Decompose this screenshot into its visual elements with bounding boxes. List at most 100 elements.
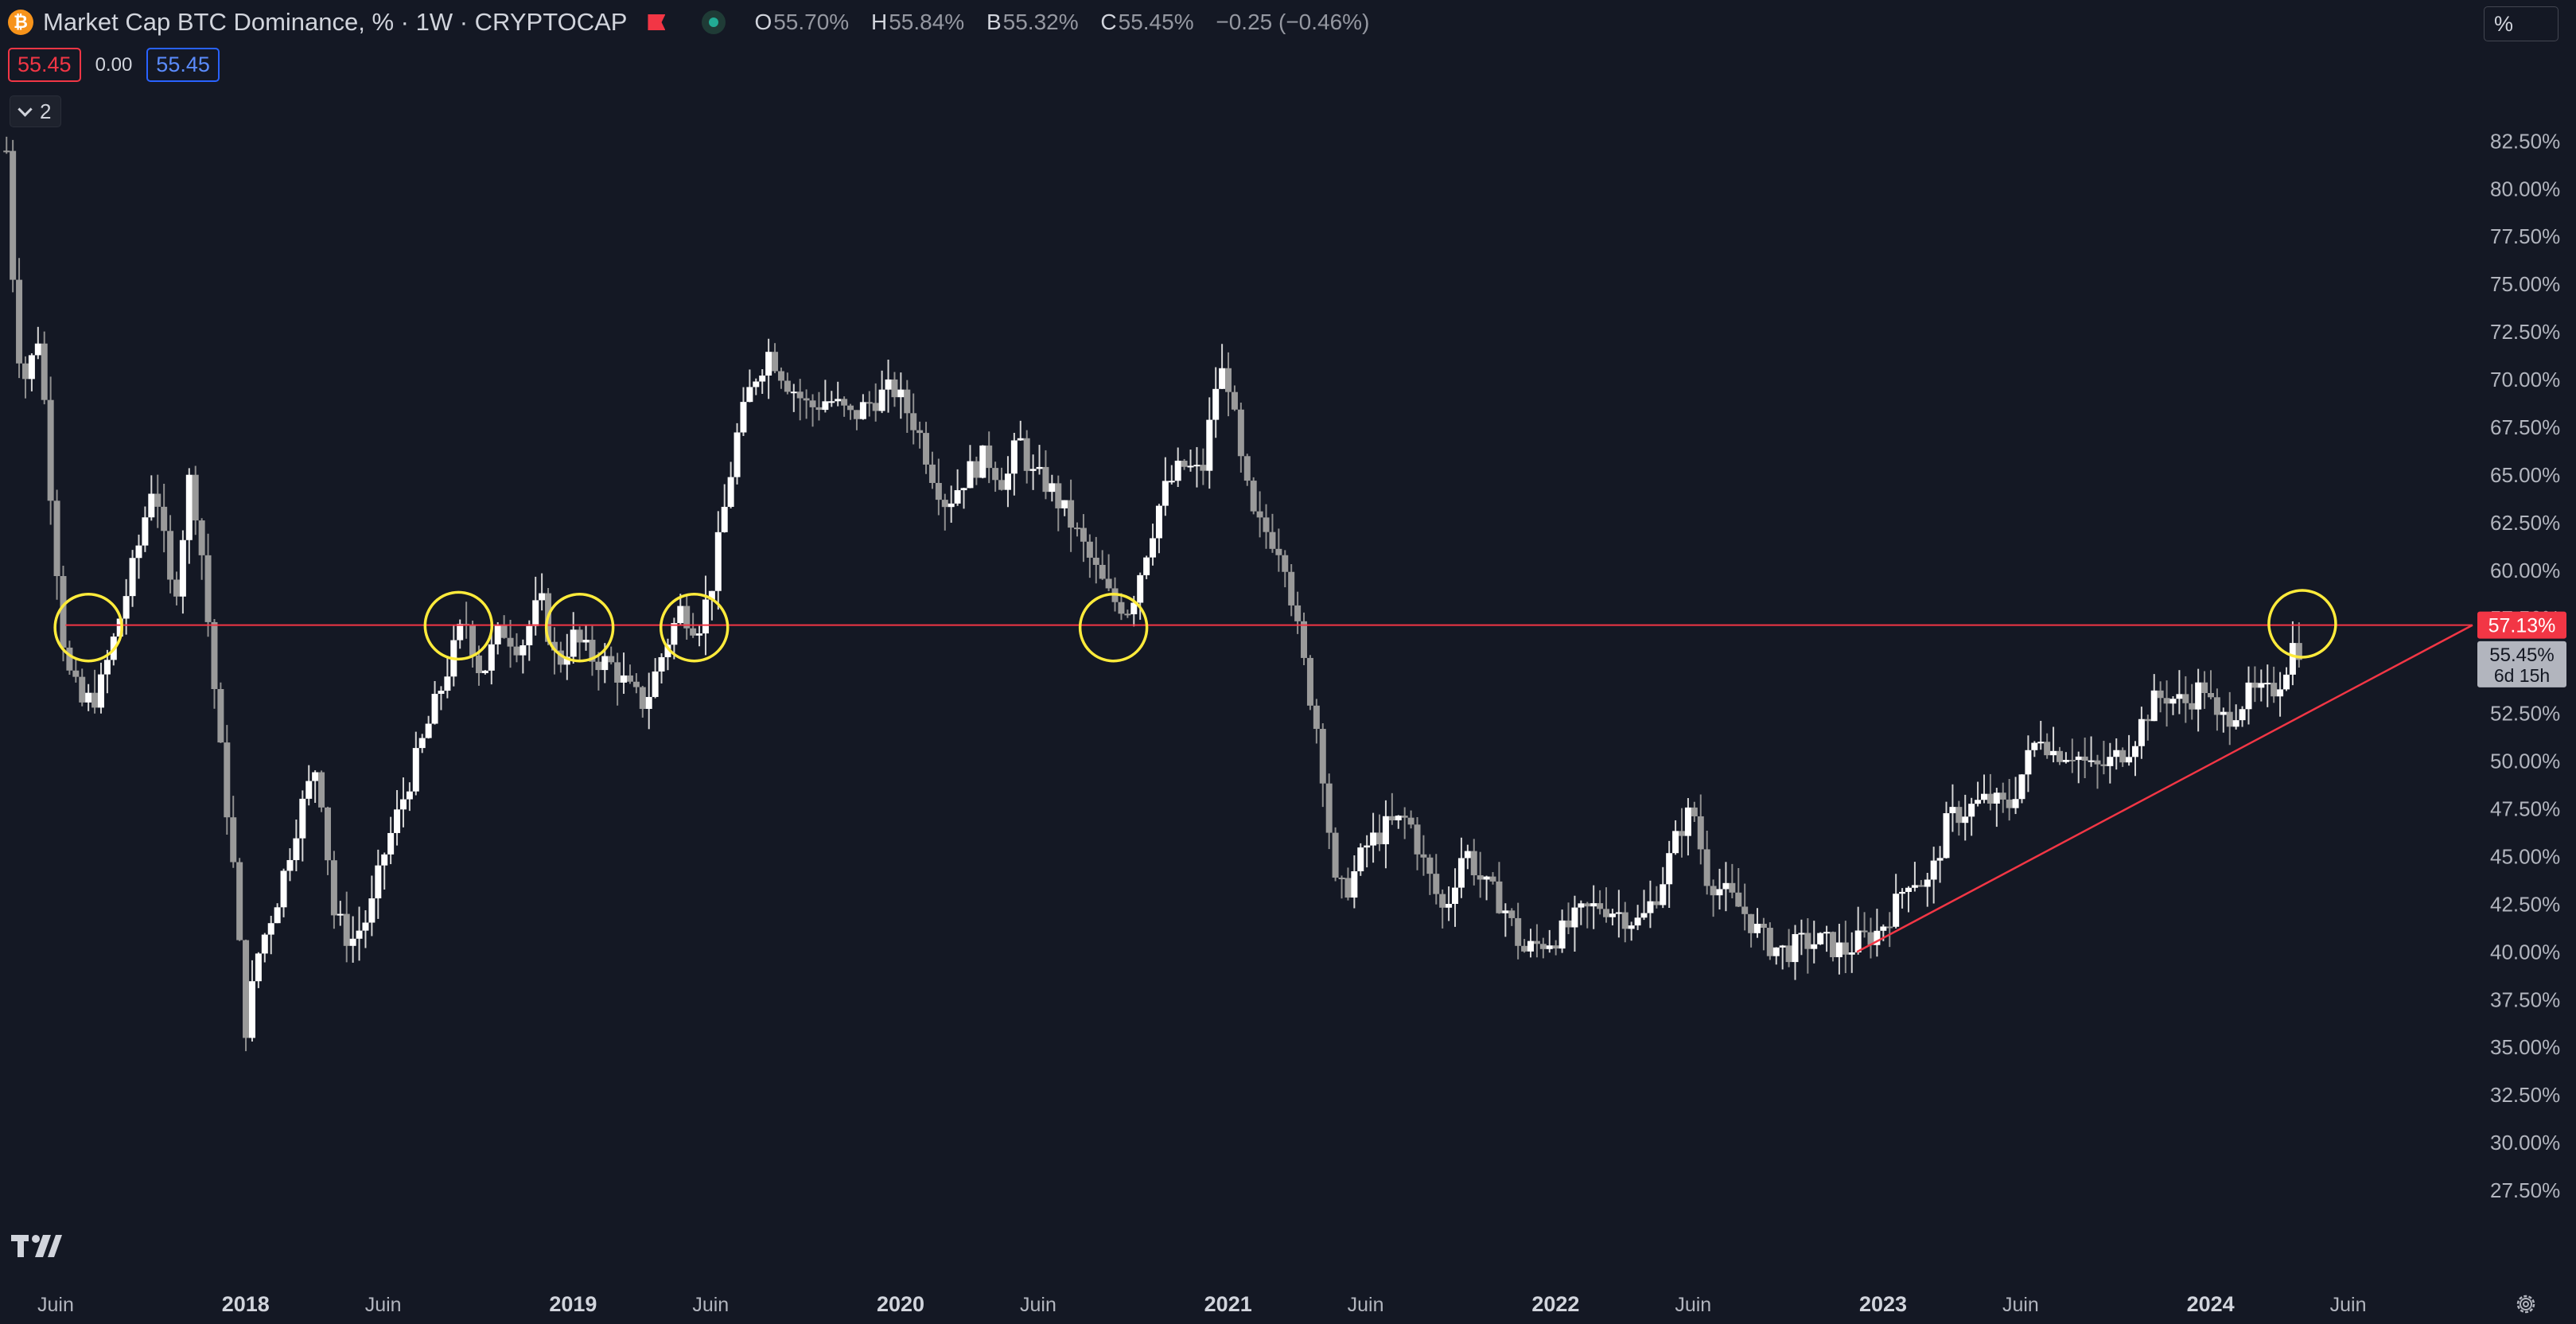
- candle: [1029, 454, 1037, 490]
- candle-body: [1325, 783, 1333, 833]
- symbol-title[interactable]: Market Cap BTC Dominance, % · 1W · CRYPT…: [43, 8, 628, 36]
- candle-body: [2195, 682, 2202, 710]
- candle: [2094, 754, 2101, 789]
- x-tick-label: Juin: [37, 1294, 74, 1316]
- candle: [2100, 741, 2107, 775]
- candle-body: [2107, 757, 2114, 766]
- y-tick-label: 60.00%: [2490, 559, 2560, 582]
- candle-body: [425, 723, 432, 738]
- y-tick-label: 40.00%: [2490, 940, 2560, 964]
- candle: [1640, 890, 1648, 921]
- candle-body: [2100, 764, 2107, 766]
- candle-body: [72, 670, 80, 677]
- candle: [1955, 800, 1963, 836]
- candle-body: [1502, 910, 1509, 913]
- y-tick-label: 27.50%: [2490, 1178, 2560, 1202]
- candle: [1615, 890, 1622, 938]
- candle-body: [1282, 555, 1289, 572]
- candle: [1376, 814, 1383, 851]
- candle-body: [815, 407, 823, 411]
- candle: [885, 360, 892, 413]
- scale-mode-button[interactable]: %: [2484, 6, 2558, 41]
- candle: [809, 394, 816, 427]
- candle-body: [721, 506, 728, 532]
- candle-body: [116, 618, 123, 637]
- candle: [1823, 925, 1831, 952]
- x-tick-label: Juin: [1020, 1294, 1056, 1316]
- candle: [803, 389, 810, 419]
- ohlc-open-key: O: [754, 10, 772, 34]
- candle-body: [765, 352, 772, 376]
- time-axis[interactable]: Juin 2018 Juin 2019 Juin 2020 Juin 2021 Juin 2022…: [37, 1292, 2366, 1316]
- candle-body: [368, 898, 376, 923]
- sell-button[interactable]: 55.45: [8, 48, 81, 82]
- trendline[interactable]: [1856, 624, 2473, 953]
- y-tick-label: 35.00%: [2490, 1035, 2560, 1059]
- candle-body: [1817, 933, 1824, 944]
- candle: [1477, 851, 1484, 898]
- candle: [935, 458, 942, 516]
- candle-body: [1615, 912, 1622, 914]
- candle-body: [243, 940, 250, 1038]
- candle: [790, 384, 797, 412]
- candle-body: [387, 832, 395, 855]
- candle: [1905, 886, 1913, 913]
- candle-body: [1306, 657, 1313, 706]
- collapse-indicators-button[interactable]: 2: [10, 95, 62, 127]
- candle-body: [2189, 703, 2196, 710]
- candle: [2081, 737, 2088, 779]
- candle-body: [1017, 438, 1024, 441]
- candle-body: [645, 696, 652, 709]
- candle-body: [1539, 944, 1547, 949]
- candle-body: [1168, 481, 1175, 483]
- candle: [2150, 674, 2158, 722]
- candle-body: [60, 576, 67, 648]
- candle-body: [733, 432, 741, 477]
- candle-body: [267, 923, 274, 935]
- highlight-circle[interactable]: [1078, 592, 1149, 663]
- candle-body: [1684, 807, 1691, 836]
- candle-body: [97, 674, 104, 708]
- gear-icon[interactable]: [2514, 1292, 2538, 1316]
- candle-body: [1508, 910, 1516, 918]
- candle-body: [1068, 500, 1075, 528]
- y-tick-label: 65.00%: [2490, 463, 2560, 487]
- buy-button[interactable]: 55.45: [146, 48, 220, 82]
- candle-body: [714, 532, 722, 591]
- candle-body: [1187, 465, 1194, 468]
- ohlc-open-value: 55.70%: [773, 10, 850, 34]
- candle: [822, 380, 829, 413]
- candle: [91, 669, 99, 714]
- candle-body: [916, 430, 924, 434]
- candle: [507, 620, 514, 668]
- candle-body: [1710, 886, 1717, 896]
- tradingview-logo[interactable]: [11, 1232, 62, 1260]
- candle: [66, 641, 73, 676]
- candle: [381, 852, 388, 890]
- chevron-down-icon: [18, 101, 33, 117]
- candle-body: [1263, 517, 1270, 532]
- candle-body: [1962, 816, 1969, 824]
- highlight-circle[interactable]: [423, 590, 494, 661]
- candle: [2182, 676, 2189, 723]
- candle: [1679, 808, 1686, 858]
- candle: [1911, 862, 1918, 892]
- candle: [2264, 664, 2271, 707]
- candle: [910, 393, 917, 445]
- candle: [1697, 794, 1704, 865]
- candle-body: [1301, 621, 1308, 658]
- highlight-circle[interactable]: [2267, 589, 2337, 659]
- flag-icon[interactable]: [646, 12, 667, 33]
- highlight-circle[interactable]: [544, 592, 615, 663]
- candle: [595, 652, 602, 691]
- highlight-circle[interactable]: [53, 592, 123, 663]
- candle-body: [923, 433, 930, 465]
- candle-body: [1609, 913, 1616, 917]
- candle-body: [1092, 557, 1099, 565]
- candle-body: [2050, 750, 2057, 756]
- candle-body: [2126, 757, 2133, 763]
- scale-mode-label: %: [2494, 11, 2514, 36]
- highlight-circle[interactable]: [659, 592, 730, 663]
- candle: [1691, 801, 1698, 823]
